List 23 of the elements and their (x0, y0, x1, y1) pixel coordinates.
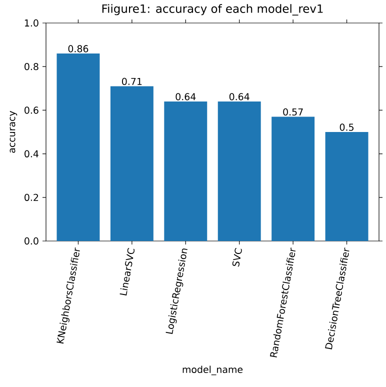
data-label: 0.64 (176, 93, 196, 100)
bar (110, 86, 154, 241)
x-tick-label: SVC (232, 248, 242, 267)
x-axis-title: model_name (182, 366, 243, 376)
bar (325, 132, 368, 241)
y-tick-label: 1.0 (24, 19, 38, 27)
bar (56, 54, 100, 241)
y-axis-title: accuracy (10, 110, 18, 153)
bar (218, 101, 261, 241)
x-tick-label: LinearSVC (120, 248, 135, 296)
y-tick-label: 0.6 (24, 106, 38, 114)
y-tick-label: 0.0 (24, 237, 38, 245)
data-label: 0.71 (122, 78, 142, 86)
y-tick-label: 0.4 (24, 150, 38, 158)
y-tick-label: 0.8 (24, 63, 38, 70)
data-label: 0.64 (229, 93, 250, 100)
bar (164, 101, 208, 241)
y-tick-label: 0.2 (24, 194, 38, 201)
data-label: 0.86 (68, 45, 88, 52)
bar (272, 116, 315, 241)
chart-title: Fiigure1: accuracy of each model_rev1 (102, 4, 323, 16)
data-label: 0.57 (283, 108, 303, 116)
data-label: 0.5 (340, 124, 354, 131)
